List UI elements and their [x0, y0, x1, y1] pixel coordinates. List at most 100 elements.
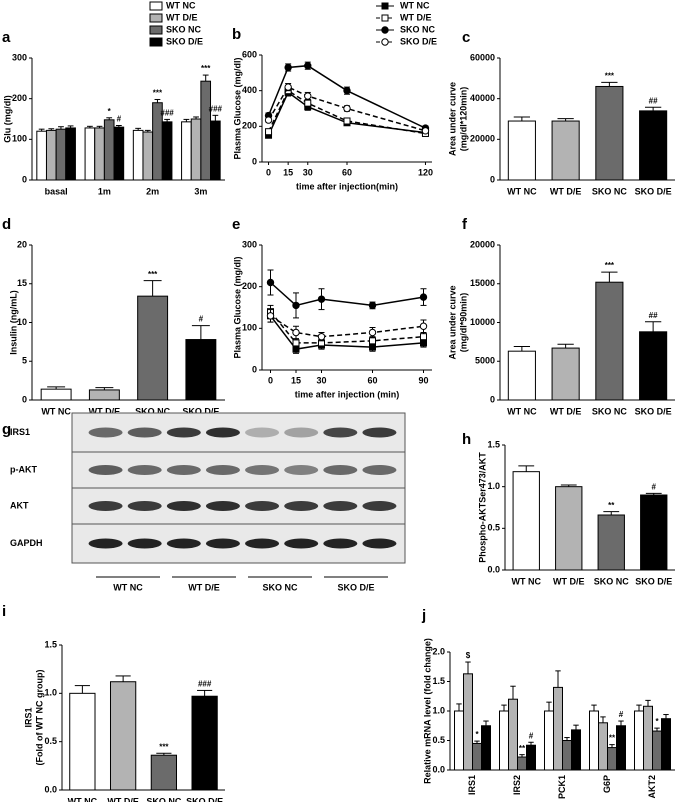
- significance: #: [619, 710, 624, 719]
- x-tick-label: WT NC: [507, 186, 537, 196]
- y-axis-label: Area under curve: [447, 285, 457, 359]
- x-tick-label: WT D/E: [553, 576, 585, 586]
- x-tick-label: 120: [418, 167, 433, 177]
- x-tick-label: IRS2: [512, 775, 522, 795]
- blot-band: [205, 465, 240, 475]
- blot-band: [127, 427, 162, 438]
- blot-band: [284, 501, 319, 511]
- x-axis-label: time after injection (min): [295, 389, 400, 399]
- x-tick-label: 90: [418, 375, 428, 385]
- blot-band: [166, 465, 201, 475]
- blot-band: [245, 427, 280, 438]
- y-tick-label: 15000: [470, 278, 495, 288]
- significance: ##: [649, 96, 658, 105]
- blot-band: [88, 465, 123, 475]
- panel-label: j: [421, 607, 426, 624]
- blot-band: [362, 501, 397, 511]
- legend-label: SKO NC: [166, 24, 202, 34]
- blot-band: [88, 538, 123, 549]
- x-tick-label: 30: [303, 167, 313, 177]
- blot-band: [166, 538, 201, 549]
- y-axis-label: Plasma Glucose (mg/dl): [232, 256, 242, 358]
- x-tick-label: SKO NC: [594, 576, 630, 586]
- bar: [526, 744, 536, 771]
- bar: [589, 710, 599, 771]
- line: [267, 91, 426, 136]
- point: [292, 339, 300, 347]
- y-tick-label: 1.5: [432, 676, 445, 686]
- point: [317, 295, 326, 303]
- x-tick-label: SKO D/E: [182, 406, 219, 416]
- y-axis-label: (mg/dl*90min): [458, 293, 468, 353]
- point: [419, 293, 428, 301]
- y-axis-label: Insulin (ng/mL): [8, 290, 18, 355]
- blot-band: [166, 427, 201, 438]
- bar: [463, 673, 473, 771]
- bar: [84, 127, 96, 181]
- significance: ###: [160, 109, 174, 118]
- x-tick-label: 15: [291, 375, 301, 385]
- point: [284, 63, 292, 72]
- x-tick-label: 60: [342, 167, 352, 177]
- y-tick-label: 200: [12, 93, 27, 103]
- x-axis-label: time after injection(min): [296, 181, 398, 191]
- x-tick-label: 2m: [146, 186, 159, 196]
- bar: [598, 722, 608, 771]
- bar: [150, 754, 178, 791]
- y-tick-label: 100: [242, 323, 257, 333]
- x-tick-label: G6P: [602, 775, 612, 793]
- significance: ###: [198, 680, 212, 689]
- legend-swatch: [149, 1, 163, 11]
- significance: ***: [159, 742, 169, 751]
- y-tick-label: 1.0: [44, 688, 57, 698]
- significance: ##: [649, 311, 658, 320]
- blot-row-label: AKT: [10, 500, 29, 510]
- y-axis-label: Phospho-AKTSer473/AKT: [477, 452, 487, 563]
- bar: [181, 121, 192, 181]
- significance: #: [529, 731, 534, 740]
- y-tick-label: 0: [490, 174, 495, 184]
- point: [304, 61, 312, 70]
- point: [266, 278, 275, 287]
- y-tick-label: 0: [22, 174, 27, 184]
- y-tick-label: 1.5: [487, 439, 500, 449]
- y-tick-label: 1.0: [432, 705, 445, 715]
- significance: **: [519, 744, 526, 753]
- legend-marker: [381, 38, 389, 46]
- y-tick-label: 10: [17, 317, 27, 327]
- blot-row-label: GAPDH: [10, 538, 43, 548]
- y-tick-label: 0: [252, 156, 257, 166]
- point: [368, 328, 377, 337]
- blot-band: [362, 427, 397, 438]
- y-tick-label: 0.0: [487, 564, 500, 574]
- y-tick-label: 0: [252, 364, 257, 374]
- bar: [94, 127, 105, 181]
- bar: [191, 695, 218, 791]
- bar: [634, 710, 644, 771]
- point: [343, 104, 351, 113]
- bar: [512, 471, 540, 571]
- blot-band: [362, 538, 397, 549]
- significance: *: [475, 730, 479, 739]
- legend-label: WT NC: [400, 0, 430, 10]
- point: [421, 127, 430, 135]
- y-axis-label: IRS1: [23, 707, 33, 727]
- blot-band: [127, 465, 162, 475]
- x-tick-label: WT NC: [512, 576, 542, 586]
- blot-band: [245, 538, 280, 549]
- legend-label: SKO D/E: [400, 36, 437, 46]
- x-tick-label: SKO D/E: [635, 186, 672, 196]
- x-tick-label: WT D/E: [550, 406, 582, 416]
- bar: [55, 128, 67, 181]
- bar: [454, 710, 464, 771]
- blot-band: [323, 465, 358, 475]
- group-label: SKO NC: [262, 582, 298, 592]
- y-tick-label: 400: [242, 85, 257, 95]
- bar: [36, 130, 47, 181]
- line: [269, 281, 424, 307]
- significance: ***: [153, 89, 163, 98]
- point: [265, 128, 273, 136]
- bar: [507, 350, 536, 401]
- y-tick-label: 0.5: [487, 523, 500, 533]
- y-tick-label: 2.0: [432, 646, 445, 656]
